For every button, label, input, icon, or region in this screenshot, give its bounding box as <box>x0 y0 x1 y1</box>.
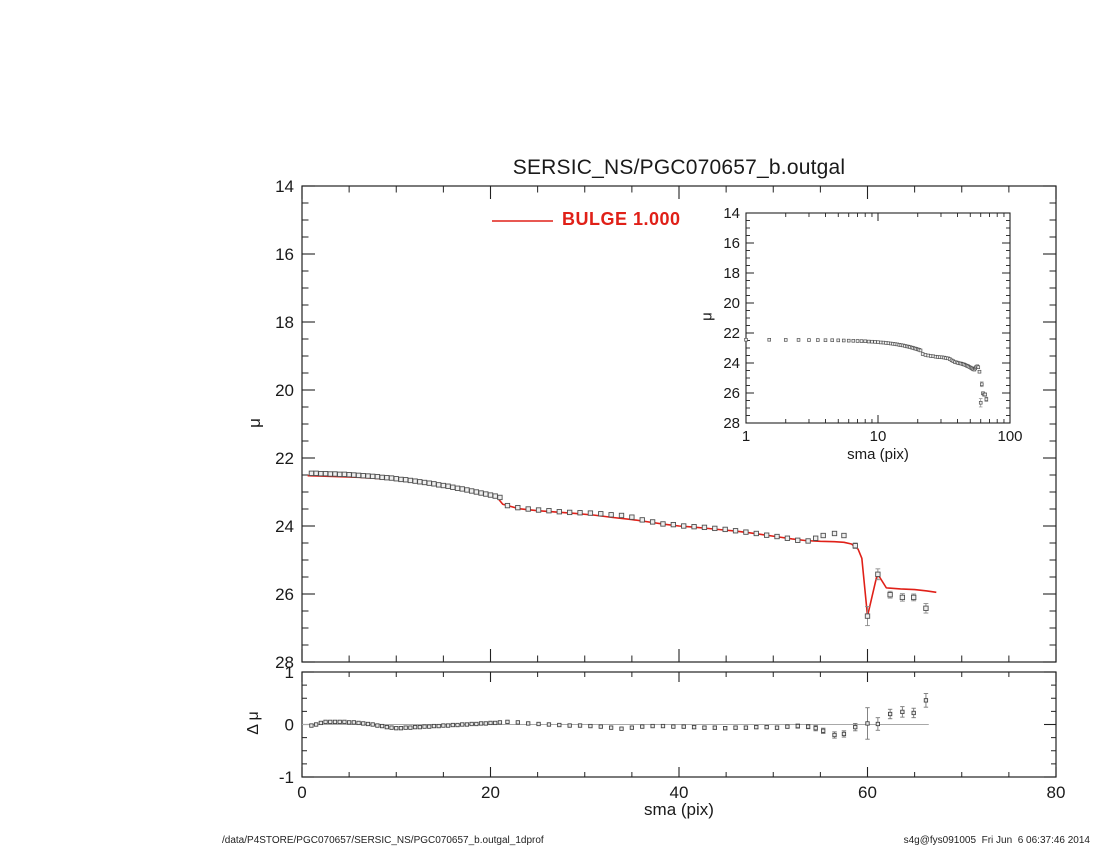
svg-text:0: 0 <box>285 716 294 735</box>
svg-text:18: 18 <box>275 313 294 332</box>
footer-user-timestamp: s4g@fys091005 Fri Jun 6 06:37:46 2014 <box>903 835 1090 846</box>
svg-text:26: 26 <box>275 585 294 604</box>
svg-text:0: 0 <box>297 783 306 802</box>
residual-error-bars <box>681 693 929 740</box>
svg-text:1: 1 <box>285 663 294 682</box>
svg-text:14: 14 <box>275 177 294 196</box>
svg-text:16: 16 <box>723 235 740 252</box>
svg-text:20: 20 <box>481 783 500 802</box>
bulge-model-line <box>307 474 937 617</box>
svg-text:22: 22 <box>275 449 294 468</box>
svg-text:22: 22 <box>723 325 740 342</box>
svg-text:28: 28 <box>723 415 740 432</box>
legend-bulge-label: BULGE 1.000 <box>562 209 681 229</box>
svg-text:24: 24 <box>723 355 740 372</box>
plot-title: SERSIC_NS/PGC070657_b.outgal <box>512 156 846 179</box>
inset-x-axis-label: sma (pix) <box>847 446 909 463</box>
svg-text:1: 1 <box>742 428 750 445</box>
svg-text:28: 28 <box>275 653 294 672</box>
residual-y-axis-label: Δ μ <box>245 711 262 735</box>
footer-file-path: /data/P4STORE/PGC070657/SERSIC_NS/PGC070… <box>222 835 544 846</box>
panel-frames-and-ticks <box>301 185 1057 778</box>
svg-text:40: 40 <box>670 783 689 802</box>
svg-text:20: 20 <box>723 295 740 312</box>
residual-data-series <box>309 698 929 738</box>
svg-text:24: 24 <box>275 517 294 536</box>
svg-text:14: 14 <box>723 205 740 222</box>
main-y-axis-label: μ <box>245 418 264 428</box>
svg-text:100: 100 <box>997 428 1022 445</box>
svg-text:60: 60 <box>858 783 877 802</box>
svg-text:10: 10 <box>870 428 887 445</box>
svg-text:26: 26 <box>723 385 740 402</box>
x-axis-label: sma (pix) <box>644 800 714 819</box>
inset-data-series <box>744 338 989 405</box>
svg-text:80: 80 <box>1047 783 1066 802</box>
main-data-error-bars <box>795 530 929 627</box>
svg-text:-1: -1 <box>279 768 294 787</box>
svg-text:18: 18 <box>723 265 740 282</box>
svg-text:16: 16 <box>275 245 294 264</box>
svg-text:20: 20 <box>275 381 294 400</box>
main-data-series <box>308 470 929 619</box>
inset-y-axis-label: μ <box>698 312 716 321</box>
